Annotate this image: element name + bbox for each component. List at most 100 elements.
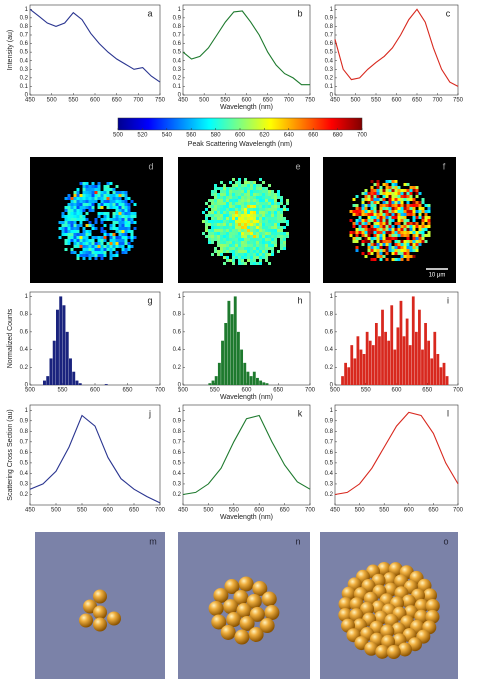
y-tick-label: 1 (178, 7, 182, 13)
image-pixel (115, 200, 119, 203)
image-pixel (283, 220, 286, 223)
image-pixel (85, 206, 89, 209)
image-pixel (241, 211, 244, 214)
image-pixel (127, 203, 131, 206)
image-pixel (67, 224, 71, 227)
panel-label: o (443, 536, 448, 546)
image-pixel (370, 189, 374, 192)
image-pixel (412, 210, 416, 213)
image-pixel (106, 191, 110, 194)
image-pixel (70, 218, 74, 221)
image-pixel (403, 204, 407, 207)
nanoparticle (386, 645, 401, 660)
image-pixel (373, 201, 377, 204)
image-pixel (91, 191, 95, 194)
image-pixel (361, 210, 365, 213)
image-pixel (283, 238, 286, 241)
image-pixel (412, 204, 416, 207)
image-pixel (118, 200, 122, 203)
image-pixel (370, 237, 374, 240)
image-pixel (394, 195, 398, 198)
image-pixel (94, 227, 98, 230)
image-pixel (133, 215, 137, 218)
image-pixel (241, 241, 244, 244)
image-pixel (88, 242, 92, 245)
image-pixel (274, 241, 277, 244)
image-pixel (247, 259, 250, 262)
image-pixel (73, 236, 77, 239)
image-pixel (268, 214, 271, 217)
image-pixel (286, 223, 289, 226)
image-pixel (247, 187, 250, 190)
image-pixel (373, 249, 377, 252)
image-pixel (109, 245, 113, 248)
nanoparticle (401, 594, 416, 609)
panel-label: f (443, 161, 446, 171)
image-pixel (79, 203, 83, 206)
x-tick-label: 600 (391, 98, 402, 104)
image-pixel (250, 256, 253, 259)
image-pixel (238, 187, 241, 190)
image-pixel (217, 196, 220, 199)
image-pixel (124, 233, 128, 236)
image-pixel (220, 214, 223, 217)
image-pixel (205, 229, 208, 232)
image-pixel (274, 211, 277, 214)
image-pixel (124, 236, 128, 239)
y-tick-label: 0.1 (20, 84, 29, 90)
image-pixel (88, 239, 92, 242)
image-pixel (91, 194, 95, 197)
image-pixel (70, 200, 74, 203)
image-pixel (220, 190, 223, 193)
image-pixel (235, 232, 238, 235)
image-pixel (97, 206, 101, 209)
histogram-bar (427, 340, 431, 385)
image-pixel (211, 202, 214, 205)
image-pixel (247, 244, 250, 247)
image-pixel (124, 251, 128, 254)
image-pixel (382, 255, 386, 258)
y-tick-label: 0.6 (325, 329, 334, 335)
image-pixel (253, 211, 256, 214)
image-pixel (76, 200, 80, 203)
image-pixel (220, 187, 223, 190)
image-pixel (85, 191, 89, 194)
image-pixel (88, 203, 92, 206)
image-pixel (112, 197, 116, 200)
image-pixel (265, 238, 268, 241)
image-pixel (244, 247, 247, 250)
image-pixel (220, 208, 223, 211)
image-pixel (79, 182, 83, 185)
image-pixel (106, 218, 110, 221)
image-pixel (124, 221, 128, 224)
nanoparticle (238, 576, 254, 592)
image-pixel (76, 239, 80, 242)
image-pixel (352, 237, 356, 240)
histogram-bar (56, 309, 59, 385)
image-pixel (223, 205, 226, 208)
image-pixel (214, 223, 217, 226)
image-pixel (367, 249, 371, 252)
y-tick-label: 0 (178, 93, 182, 99)
image-pixel (223, 235, 226, 238)
image-pixel (223, 214, 226, 217)
colorbar-tick-label: 700 (357, 133, 368, 139)
image-pixel (238, 223, 241, 226)
image-pixel (271, 214, 274, 217)
image-pixel (262, 229, 265, 232)
image-pixel (106, 182, 110, 185)
image-pixel (67, 215, 71, 218)
image-pixel (124, 212, 128, 215)
image-pixel (232, 211, 235, 214)
image-pixel (388, 201, 392, 204)
image-pixel (211, 193, 214, 196)
image-pixel (103, 224, 107, 227)
image-pixel (97, 236, 101, 239)
nanoparticle (364, 641, 379, 656)
image-pixel (280, 208, 283, 211)
image-pixel (208, 235, 211, 238)
image-pixel (130, 245, 134, 248)
image-pixel (241, 208, 244, 211)
image-pixel (397, 216, 401, 219)
image-pixel (265, 232, 268, 235)
